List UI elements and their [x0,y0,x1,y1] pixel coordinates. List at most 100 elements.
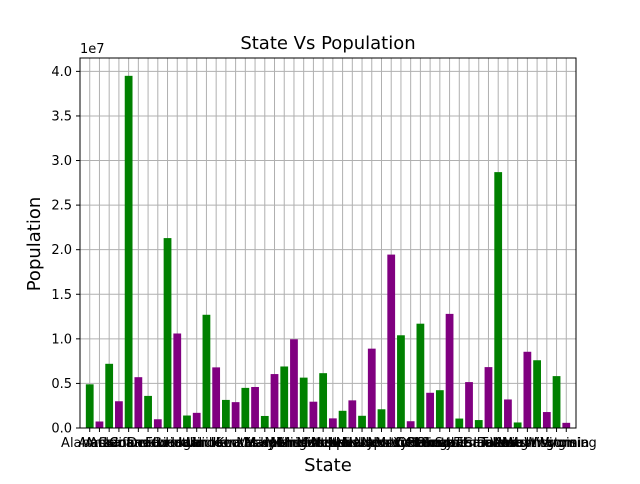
x-axis-ticks: AlabamaAlaskaArizonaArkansasCaliforniaCo… [61,428,597,451]
bar-oregon [435,390,444,428]
x-tick-label: Colorado [109,436,167,451]
bar-missouri [319,373,328,428]
x-tick-label: Illinois [186,436,227,451]
bar-minnesota [299,377,308,428]
x-tick-label: California [98,436,160,451]
x-tick-label: Minnesota [270,436,337,451]
bar-michigan [290,339,298,428]
x-tick-label: Wisconsin [524,436,589,451]
bar-arkansas [115,401,123,428]
x-tick-label: South Dakota [435,436,523,451]
x-tick-label: Missouri [296,436,350,451]
x-tick-label: Idaho [179,436,215,451]
bar-new-york [387,254,396,428]
bar-new-hampshire [358,415,366,428]
x-tick-label: Florida [145,436,189,451]
y-tick-label: 1.5 [51,288,72,303]
bar-iowa [221,399,230,428]
chart-title: State Vs Population [240,33,415,54]
bar-nebraska [338,410,347,428]
bar-montana [328,418,337,428]
y-tick-label: 3.0 [51,154,72,169]
x-tick-label: Montana [305,436,362,451]
x-tick-label: Wyoming [536,436,597,451]
bar-california [124,75,133,428]
bar-alabama [85,384,94,428]
bar-arizona [105,363,114,428]
x-tick-label: Virginia [503,436,552,451]
bar-georgia [173,333,182,428]
bar-south-carolina [465,382,473,428]
x-tick-label: South Carolina [421,436,516,451]
bar-virginia [523,351,532,428]
bar-wyoming [562,422,571,428]
bar-new-mexico [377,409,386,428]
bar-tennessee [484,367,493,428]
x-tick-label: Hawaii [165,436,209,451]
x-tick-label: Michigan [265,436,323,451]
y-axis-label: Population [24,197,45,292]
bar-maine [260,415,269,428]
x-tick-label: Kentucky [216,436,276,451]
bar-connecticut [144,395,152,428]
x-axis-label: State [304,455,352,476]
bars [85,75,571,428]
bar-wisconsin [552,376,561,428]
x-tick-label: North Dakota [367,436,454,451]
y-tick-label: 3.5 [51,109,72,124]
bar-nevada [348,400,357,428]
x-tick-label: Vermont [490,436,545,451]
x-tick-label: Arizona [85,436,134,451]
x-tick-label: Rhode Island [417,436,501,451]
x-tick-label: Mississippi [279,436,348,451]
bar-kansas [231,402,240,428]
x-tick-label: West Virginia [504,436,589,451]
x-tick-label: Maine [245,436,284,451]
bar-colorado [134,377,143,428]
bar-kentucky [241,387,250,428]
bar-illinois [202,314,211,428]
x-tick-label: Texas [479,436,516,451]
y-axis-ticks: 0.0 0.5 1.0 1.5 2.0 2.5 3.0 3.5 4.0 [51,65,80,437]
x-tick-label: Nebraska [312,436,373,451]
bar-west-virginia [542,412,551,428]
bar-massachusetts [280,366,289,428]
bar-florida [163,238,172,428]
x-tick-label: New Hampshire [311,436,414,451]
x-tick-label: Washington [499,436,575,451]
x-tick-label: Alabama [61,436,118,451]
x-tick-label: Massachusetts [236,436,332,451]
x-tick-label: Maryland [244,436,304,451]
y-offset-label: 1e7 [80,42,105,57]
bar-utah [504,399,512,428]
x-tick-label: Georgia [152,436,203,451]
x-tick-label: Ohio [405,436,435,451]
bar-ohio [416,323,425,428]
x-tick-label: North Carolina [354,436,448,451]
bar-hawaii [183,415,191,428]
x-tick-label: Louisiana [224,436,285,451]
x-tick-label: New Jersey [336,436,408,451]
y-tick-label: 0.5 [51,377,72,392]
bar-north-dakota [406,421,415,428]
bar-mississippi [309,401,318,428]
x-tick-label: Utah [493,436,524,451]
bar-indiana [212,367,221,428]
x-tick-label: Connecticut [109,436,187,451]
bar-alaska [95,421,104,428]
y-tick-label: 4.0 [51,65,72,80]
x-tick-label: New Mexico [343,436,421,451]
x-tick-label: Pennsylvania [407,436,492,451]
bar-louisiana [251,386,259,428]
x-tick-label: New York [361,436,421,451]
bar-oklahoma [426,392,435,428]
x-tick-label: Delaware [127,436,188,451]
bar-vermont [513,422,522,428]
x-tick-label: Tennessee [454,436,523,451]
x-tick-label: Arkansas [89,436,148,451]
bar-delaware [153,419,162,428]
x-tick-label: Kansas [213,436,259,451]
x-tick-label: Iowa [211,436,241,451]
